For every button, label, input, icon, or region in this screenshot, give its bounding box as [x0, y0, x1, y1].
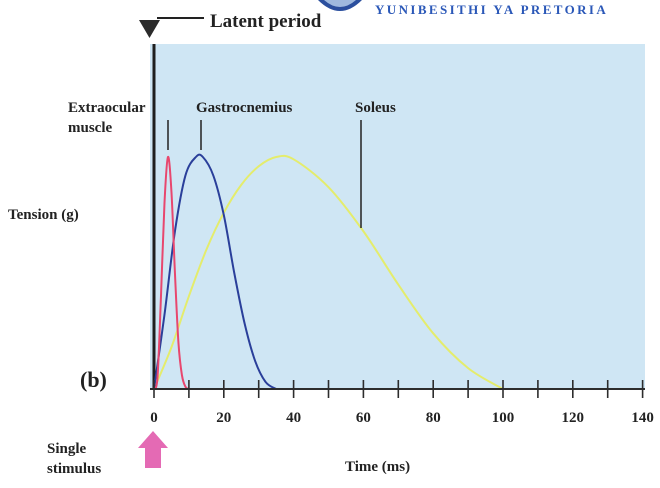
x-axis-label: Time (ms): [345, 459, 410, 475]
series-label-gastrocnemius: Gastrocnemius: [196, 100, 293, 116]
stimulus-label: Single stimulus: [47, 441, 101, 477]
university-name: YUNIBESITHI YA PRETORIA: [375, 2, 608, 17]
university-logo: [318, 0, 362, 11]
stimulus-arrow-icon: [138, 431, 168, 468]
x-tick-label-140: 140: [631, 410, 654, 426]
series-label-soleus: Soleus: [355, 100, 396, 116]
stimulus-label-line1: Single: [47, 441, 87, 457]
x-axis-ticks: 0 20 40 60 80 100 120 140: [150, 380, 654, 426]
series-group: [153, 153, 504, 390]
series-curve-soleus: [153, 154, 504, 390]
x-tick-label-60: 60: [356, 410, 371, 426]
plot-area: [150, 44, 645, 389]
x-tick-label-40: 40: [286, 410, 301, 426]
x-tick-label-0: 0: [150, 410, 158, 426]
x-tick-label-120: 120: [562, 410, 585, 426]
latent-period-label: Latent period: [210, 11, 322, 32]
series-label-extraocular-line1: Extraocular: [68, 100, 146, 116]
x-tick-label-80: 80: [426, 410, 441, 426]
latent-period-triangle: [139, 20, 160, 38]
panel-label: (b): [80, 367, 107, 392]
series-curve-extraocular-muscle: [153, 155, 190, 390]
series-label-extraocular: Extraocular muscle: [68, 100, 149, 136]
x-tick-label-20: 20: [216, 410, 231, 426]
stimulus-label-line2: stimulus: [47, 461, 101, 477]
x-tick-label-100: 100: [492, 410, 515, 426]
y-axis-label: Tension (g): [8, 207, 79, 223]
series-label-extraocular-line2: muscle: [68, 120, 113, 136]
